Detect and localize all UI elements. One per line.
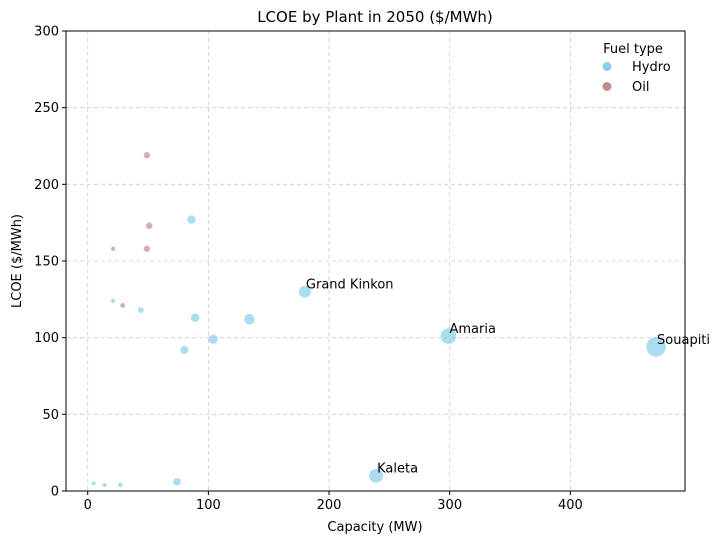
data-point-hydro — [91, 481, 96, 486]
data-point-hydro — [173, 477, 181, 486]
x-tick-label: 200 — [317, 498, 342, 513]
data-point-hydro — [244, 314, 255, 325]
legend-label-oil: Oil — [632, 80, 649, 95]
data-point-hydro — [180, 345, 189, 354]
annotations: Grand Kinkon Kaleta Amaria Souapiti — [306, 278, 710, 477]
data-point-hydro — [369, 468, 384, 483]
legend: Fuel type Hydro Oil — [602, 42, 671, 95]
x-tick-label: 400 — [558, 498, 583, 513]
x-axis: 0 100 200 300 400 — [84, 491, 583, 513]
x-tick-label: 300 — [437, 498, 462, 513]
legend-label-hydro: Hydro — [632, 60, 671, 75]
point-label: Grand Kinkon — [306, 278, 394, 293]
y-tick-label: 300 — [34, 25, 59, 40]
y-axis: 0 50 100 150 200 250 300 — [34, 25, 66, 500]
data-points — [91, 152, 666, 488]
point-label: Souapiti — [657, 333, 710, 348]
data-point-oil — [143, 152, 150, 159]
y-tick-label: 250 — [34, 101, 59, 116]
data-point-hydro — [440, 328, 457, 344]
chart-title: LCOE by Plant in 2050 ($/MWh) — [257, 8, 493, 26]
data-point-oil — [120, 303, 126, 308]
data-point-hydro — [137, 307, 144, 314]
data-point-hydro — [208, 334, 218, 344]
data-point-oil — [110, 246, 116, 251]
data-point-hydro — [117, 482, 123, 488]
y-tick-label: 200 — [34, 178, 59, 193]
x-tick-label: 0 — [84, 498, 92, 513]
data-point-hydro — [646, 337, 666, 357]
data-point-hydro — [190, 313, 200, 322]
y-tick-label: 100 — [34, 331, 59, 346]
data-point-hydro — [102, 482, 107, 487]
x-axis-title: Capacity (MW) — [327, 520, 422, 535]
point-label: Amaria — [450, 322, 496, 337]
y-tick-label: 50 — [42, 408, 59, 423]
legend-marker-hydro — [602, 62, 612, 71]
point-label: Kaleta — [377, 462, 418, 477]
y-axis-title: LCOE ($/MWh) — [10, 214, 25, 308]
x-tick-label: 100 — [196, 498, 221, 513]
y-tick-label: 0 — [51, 485, 59, 500]
data-point-hydro — [187, 215, 196, 224]
grid — [66, 30, 685, 492]
legend-title: Fuel type — [603, 42, 663, 57]
y-tick-label: 150 — [34, 255, 59, 270]
data-point-hydro — [298, 285, 311, 298]
data-point-hydro — [110, 298, 116, 303]
data-point-oil — [146, 222, 153, 229]
legend-marker-oil — [602, 82, 612, 91]
data-point-oil — [143, 245, 150, 252]
